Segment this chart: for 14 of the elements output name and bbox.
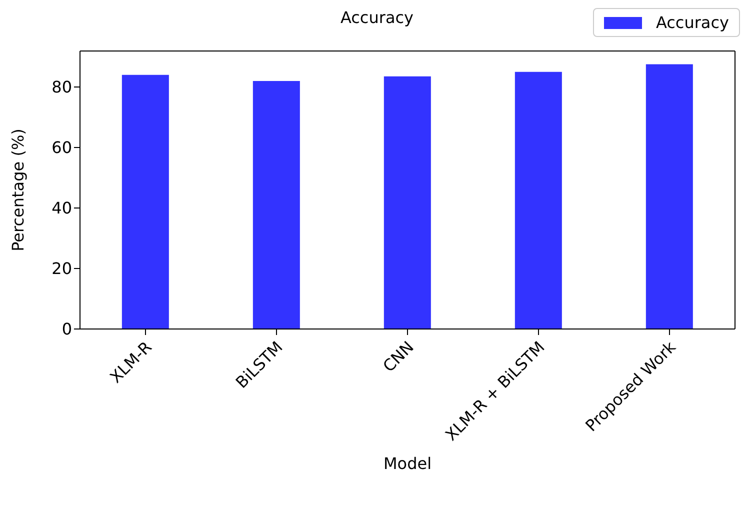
bar xyxy=(514,72,562,329)
y-tick-label: 0 xyxy=(62,320,72,339)
bar xyxy=(384,76,431,329)
y-tick-label: 40 xyxy=(52,198,72,218)
chart-title: Accuracy xyxy=(340,8,414,27)
y-axis-title: Percentage (%) xyxy=(8,128,28,252)
y-tick-label: 20 xyxy=(52,259,72,278)
y-tick-label: 60 xyxy=(52,138,72,158)
bar xyxy=(122,74,169,329)
bar xyxy=(646,64,693,329)
legend-label: Accuracy xyxy=(656,13,729,32)
x-axis-title: Model xyxy=(383,454,432,473)
bar xyxy=(252,80,300,329)
y-tick-label: 80 xyxy=(52,78,72,97)
